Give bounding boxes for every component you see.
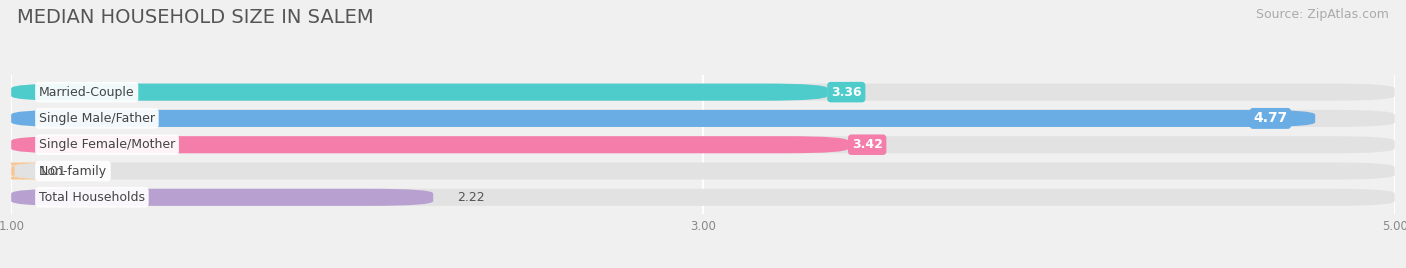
Text: Non-family: Non-family	[39, 165, 107, 177]
FancyBboxPatch shape	[11, 162, 1395, 180]
FancyBboxPatch shape	[11, 110, 1315, 127]
Text: 3.42: 3.42	[852, 138, 883, 151]
FancyBboxPatch shape	[11, 189, 433, 206]
Text: Single Male/Father: Single Male/Father	[39, 112, 155, 125]
FancyBboxPatch shape	[0, 162, 73, 180]
Text: Married-Couple: Married-Couple	[39, 86, 135, 99]
Text: Single Female/Mother: Single Female/Mother	[39, 138, 176, 151]
FancyBboxPatch shape	[11, 189, 1395, 206]
FancyBboxPatch shape	[11, 110, 1395, 127]
Text: 1.01: 1.01	[39, 165, 66, 177]
Text: Source: ZipAtlas.com: Source: ZipAtlas.com	[1256, 8, 1389, 21]
FancyBboxPatch shape	[11, 136, 1395, 153]
Text: 2.22: 2.22	[457, 191, 485, 204]
Text: 4.77: 4.77	[1253, 111, 1288, 125]
Text: 3.36: 3.36	[831, 86, 862, 99]
Text: MEDIAN HOUSEHOLD SIZE IN SALEM: MEDIAN HOUSEHOLD SIZE IN SALEM	[17, 8, 374, 27]
FancyBboxPatch shape	[11, 84, 828, 101]
FancyBboxPatch shape	[11, 136, 848, 153]
FancyBboxPatch shape	[11, 84, 1395, 101]
Text: Total Households: Total Households	[39, 191, 145, 204]
